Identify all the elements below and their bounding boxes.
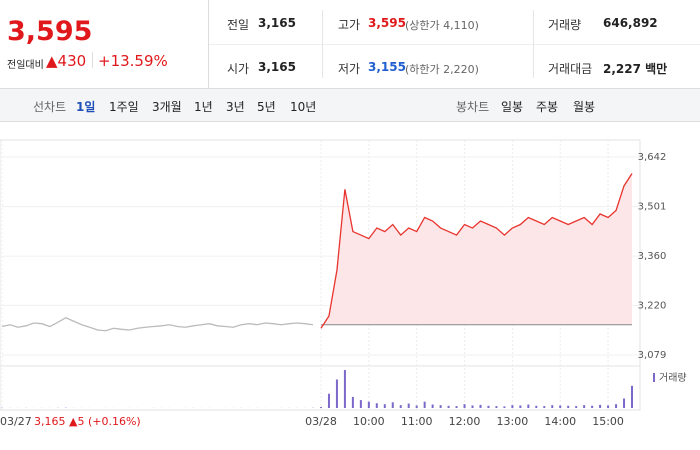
annotation: 3,165 ▲5 (+0.16%) (34, 415, 141, 428)
volume-bar (607, 405, 610, 408)
volume-bar (375, 403, 378, 408)
volume-bar (479, 404, 482, 408)
summary-value: 2,227 백만 (603, 62, 668, 76)
area (320, 173, 632, 329)
volume-bar (335, 379, 338, 408)
col-divider (533, 10, 534, 78)
summary-value: 3,165 (258, 16, 296, 30)
volume-bar (367, 401, 370, 408)
change-label: 전일대비 (7, 60, 44, 71)
volume-bar (495, 406, 498, 408)
volume-bar (407, 403, 410, 408)
change-pct: +13.59% (98, 52, 168, 70)
volume-bar (327, 393, 330, 408)
volume-bar (567, 405, 570, 408)
line (1, 316, 314, 332)
tab-group-label: 선차트 (33, 100, 67, 114)
volume-bar (383, 404, 386, 408)
volume-bar (559, 405, 562, 408)
volume-bar (447, 405, 450, 408)
volume-bar (359, 400, 362, 408)
volume-bar (527, 404, 530, 408)
x-tick-label: 15:00 (592, 415, 624, 428)
y-tick-label: 3,501 (638, 202, 667, 213)
summary-note: (상한가 4,110) (405, 19, 479, 32)
volume-bar (431, 404, 434, 408)
summary-label: 거래량 (548, 18, 582, 32)
y-tick-label: 3,079 (638, 350, 667, 361)
tab[interactable]: 10년 (290, 100, 317, 114)
volume-bar (583, 405, 586, 408)
volume-bar (599, 404, 602, 408)
volume-bar (439, 405, 442, 408)
summary-value: 3,595 (368, 16, 406, 30)
x-tick-label: 11:00 (401, 415, 433, 428)
x-tick-label: 03/28 (305, 415, 337, 428)
summary-label: 전일 (227, 18, 250, 32)
change: ▲430 (46, 52, 87, 70)
summary-value: 646,892 (603, 16, 658, 30)
summary-value: 3,165 (258, 60, 296, 74)
tab-bar: 선차트 봉차트 1일 1주일 3개월 1년 3년 5년 10년 일봉 주봉 월봉 (0, 88, 700, 122)
tab[interactable]: 1년 (194, 100, 213, 114)
legend-label: 거래량 (659, 372, 687, 384)
volume-bar (519, 405, 522, 408)
volume-bar (391, 402, 394, 408)
volume-bar (503, 406, 506, 408)
volume-bar (543, 406, 546, 408)
x-tick-label: 12:00 (449, 415, 481, 428)
x-tick-label: 13:00 (497, 415, 529, 428)
x-tick-label: 10:00 (353, 415, 385, 428)
tab[interactable]: 1일 (76, 100, 96, 114)
volume-bar (399, 405, 402, 408)
summary-label: 고가 (338, 18, 361, 32)
volume-bar (471, 405, 474, 408)
tab[interactable]: 5년 (257, 100, 276, 114)
volume-bar (487, 405, 490, 408)
row-divider (209, 44, 700, 45)
tab[interactable]: 3년 (226, 100, 245, 114)
summary-note: (하한가 2,220) (405, 63, 479, 76)
line (320, 173, 633, 329)
col-divider (322, 10, 323, 78)
volume-bar (351, 396, 354, 408)
x-tick-label: 14:00 (544, 415, 576, 428)
divider (92, 52, 93, 68)
volume-bar (615, 404, 618, 408)
summary-label: 저가 (338, 62, 361, 76)
tab[interactable]: 1주일 (109, 100, 139, 114)
volume-bar (535, 405, 538, 408)
volume-bar (623, 398, 626, 408)
legend-swatch (653, 373, 655, 382)
volume-bar (463, 404, 466, 408)
tab-group-label: 봉차트 (456, 100, 490, 114)
y-tick-label: 3,360 (638, 251, 667, 262)
volume-frame (0, 365, 641, 411)
volume-bar (423, 401, 426, 408)
summary-value: 3,155 (368, 60, 406, 74)
volume-bar (575, 406, 578, 408)
volume-bar (511, 405, 514, 408)
volume-bar (455, 406, 458, 408)
summary-label: 거래대금 (548, 62, 593, 76)
y-tick-label: 3,642 (638, 152, 667, 163)
volume-bar (343, 370, 346, 408)
summary-label: 시가 (227, 62, 250, 76)
price-panel: 3,595 전일대비 ▲430 +13.59% (0, 0, 209, 88)
price: 3,595 (7, 16, 93, 47)
tab[interactable]: 일봉 (501, 100, 524, 114)
tab[interactable]: 월봉 (573, 100, 596, 114)
x-tick-label: 03/27 (0, 415, 32, 428)
tab[interactable]: 3개월 (152, 100, 182, 114)
volume-bar (631, 385, 633, 408)
volume-bar (551, 405, 554, 408)
volume-bar (415, 405, 418, 408)
volume-bar (319, 407, 322, 408)
volume-bar (591, 405, 594, 408)
tab[interactable]: 주봉 (536, 100, 559, 114)
y-tick-label: 3,220 (638, 300, 667, 311)
